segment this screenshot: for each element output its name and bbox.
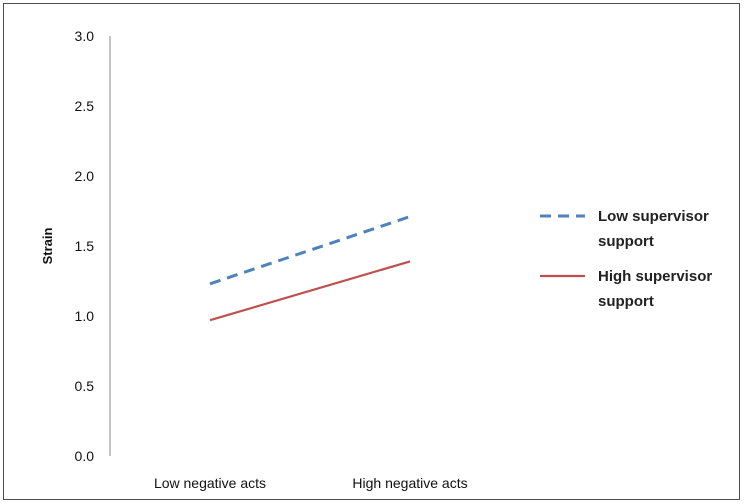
y-tick-label: 2.0 (75, 168, 95, 184)
legend-label: Low supervisor (598, 208, 709, 225)
legend-label: support (598, 233, 654, 250)
y-axis-label: Strain (40, 228, 55, 265)
series-line-0 (209, 215, 411, 286)
y-tick-label: 1.5 (75, 238, 95, 254)
series-line-1 (209, 260, 411, 322)
legend-label: support (598, 293, 654, 310)
legend-label: High supervisor (598, 268, 712, 285)
y-tick-label: 0.0 (75, 448, 95, 464)
y-tick-label: 3.0 (75, 28, 95, 44)
x-tick-label: High negative acts (352, 475, 467, 491)
y-tick-label: 0.5 (75, 378, 95, 394)
y-tick-label: 1.0 (75, 308, 95, 324)
y-tick-label: 2.5 (75, 98, 95, 114)
chart-frame (3, 3, 740, 500)
x-tick-label: Low negative acts (154, 475, 266, 491)
